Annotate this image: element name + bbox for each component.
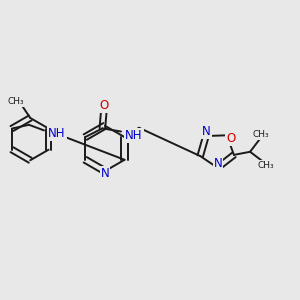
Text: NH: NH: [125, 129, 143, 142]
Text: CH₃: CH₃: [252, 130, 269, 140]
Text: O: O: [99, 99, 109, 112]
Text: N: N: [214, 157, 223, 170]
Text: CH₃: CH₃: [7, 97, 24, 106]
Text: N: N: [100, 167, 109, 180]
Text: O: O: [226, 132, 235, 145]
Text: N: N: [202, 125, 211, 138]
Text: NH: NH: [48, 127, 66, 140]
Text: CH₃: CH₃: [257, 161, 274, 170]
